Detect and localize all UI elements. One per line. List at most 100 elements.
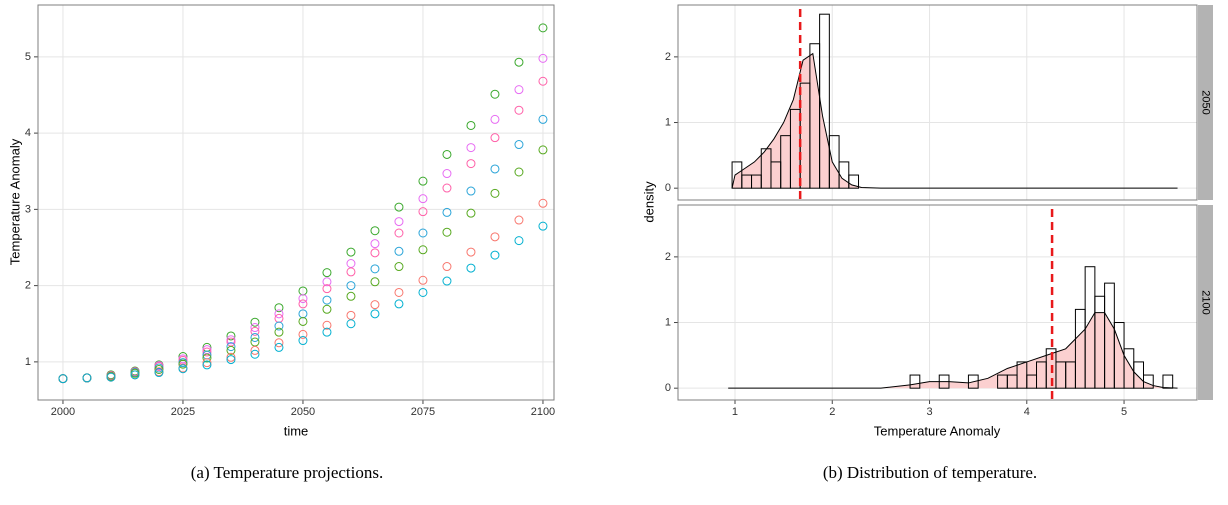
panel-border <box>677 4 1198 201</box>
point <box>394 299 404 309</box>
x-tick-label: 2100 <box>531 406 555 418</box>
point <box>250 345 260 355</box>
y-tick-label: 1 <box>25 356 31 368</box>
point <box>418 207 428 217</box>
point <box>514 215 524 225</box>
point <box>346 281 356 291</box>
y-tick-label: 3 <box>25 203 31 215</box>
point <box>442 227 452 237</box>
point <box>274 303 284 313</box>
point <box>226 352 236 362</box>
point <box>370 300 380 310</box>
point <box>298 329 308 339</box>
point <box>394 228 404 238</box>
point <box>250 317 260 327</box>
point <box>538 221 548 231</box>
histogram-bar <box>909 374 921 389</box>
y-tick-label: 0 <box>665 382 671 394</box>
point <box>322 327 332 337</box>
strip <box>1198 205 1213 400</box>
point <box>538 53 548 63</box>
x-axis-label: time <box>284 423 309 438</box>
point <box>322 320 332 330</box>
point <box>394 217 404 227</box>
point <box>418 228 428 238</box>
point <box>274 327 284 337</box>
x-tick-label: 2050 <box>291 406 315 418</box>
y-tick-label: 2 <box>665 51 671 63</box>
point <box>514 85 524 95</box>
point <box>514 167 524 177</box>
point <box>442 169 452 179</box>
point <box>82 373 92 383</box>
panel-border <box>37 4 555 401</box>
point <box>346 319 356 329</box>
point <box>58 374 68 384</box>
x-tick-label: 2000 <box>51 406 75 418</box>
point <box>370 309 380 319</box>
point <box>538 23 548 33</box>
point <box>370 277 380 287</box>
point <box>418 176 428 186</box>
point <box>538 145 548 155</box>
point <box>202 353 212 363</box>
caption: (b) Distribution of temperature. <box>823 463 1037 482</box>
x-tick-label: 3 <box>926 406 932 418</box>
histogram-bar <box>938 374 950 389</box>
x-tick-label: 4 <box>1024 406 1030 418</box>
point <box>466 186 476 196</box>
x-axis-label: Temperature Anomaly <box>874 423 1001 438</box>
point <box>466 143 476 153</box>
point <box>202 360 212 370</box>
point <box>490 89 500 99</box>
point <box>490 114 500 124</box>
point <box>298 294 308 304</box>
point <box>514 140 524 150</box>
point <box>202 358 212 368</box>
x-tick-label: 1 <box>732 406 738 418</box>
histogram-bar <box>1143 374 1154 389</box>
point <box>394 246 404 256</box>
point <box>466 120 476 130</box>
point <box>250 326 260 336</box>
point <box>418 194 428 204</box>
panel <box>38 5 554 400</box>
point <box>274 309 284 319</box>
y-tick-label: 4 <box>25 127 31 139</box>
histogram-bar <box>1162 374 1174 389</box>
point <box>466 208 476 218</box>
point <box>370 239 380 249</box>
y-axis-label: Temperature Anomaly <box>7 138 22 265</box>
panel-border <box>677 204 1198 401</box>
point <box>274 321 284 331</box>
point <box>370 248 380 258</box>
point <box>178 364 188 374</box>
point <box>322 268 332 278</box>
density-area <box>732 53 1178 189</box>
point <box>346 267 356 277</box>
point <box>466 247 476 257</box>
point <box>442 207 452 217</box>
point <box>442 149 452 159</box>
density-curve <box>728 312 1178 389</box>
point <box>298 299 308 309</box>
x-tick-label: 2 <box>829 406 835 418</box>
point <box>250 349 260 359</box>
point <box>394 287 404 297</box>
y-axis-label: density <box>641 181 656 223</box>
point <box>538 198 548 208</box>
point <box>418 275 428 285</box>
point <box>250 323 260 333</box>
point <box>490 188 500 198</box>
point <box>490 232 500 242</box>
point <box>322 295 332 305</box>
point <box>490 164 500 174</box>
y-tick-label: 2 <box>25 280 31 292</box>
point <box>178 359 188 369</box>
point <box>370 226 380 236</box>
y-tick-label: 0 <box>665 182 671 194</box>
point <box>514 105 524 115</box>
point <box>490 133 500 143</box>
point <box>514 236 524 246</box>
point <box>250 332 260 342</box>
